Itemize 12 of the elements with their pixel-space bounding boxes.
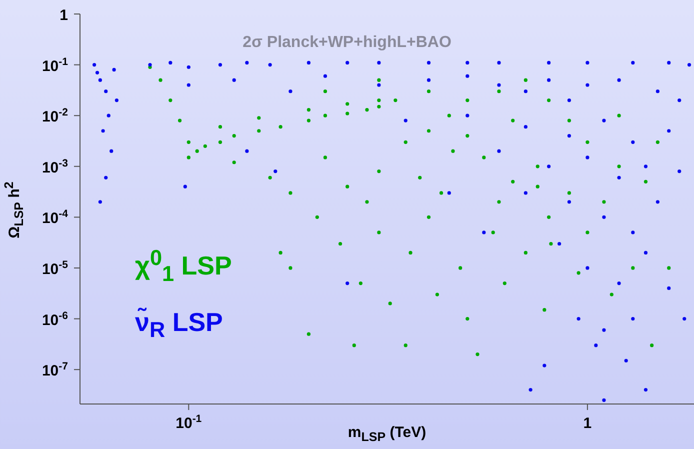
y-tick-label: 10$^{-6}$ xyxy=(42,310,68,329)
x-axis-title: m$_{LSP}$ (TeV) xyxy=(348,424,426,444)
y-tick-label: 10$^{-4}$ xyxy=(42,208,68,228)
y-tick-label: 10$^{-3}$ xyxy=(42,157,68,176)
y-tick-label: 10$^{-7}$ xyxy=(42,360,68,380)
y-tick-label: 10$^{-2}$ xyxy=(42,106,68,126)
y-tick-label: 10$^{-5}$ xyxy=(42,258,68,278)
y-tick-label: 10$^{-1}$ xyxy=(42,56,68,75)
annotation: 2σ Planck+WP+highL+BAO xyxy=(242,34,452,52)
series-label: χ$^{0}$$_{1}$ LSP xyxy=(135,245,232,287)
y-tick-label: 1 xyxy=(60,7,68,24)
text: ν̃$_{R}$ LSP xyxy=(135,306,224,344)
